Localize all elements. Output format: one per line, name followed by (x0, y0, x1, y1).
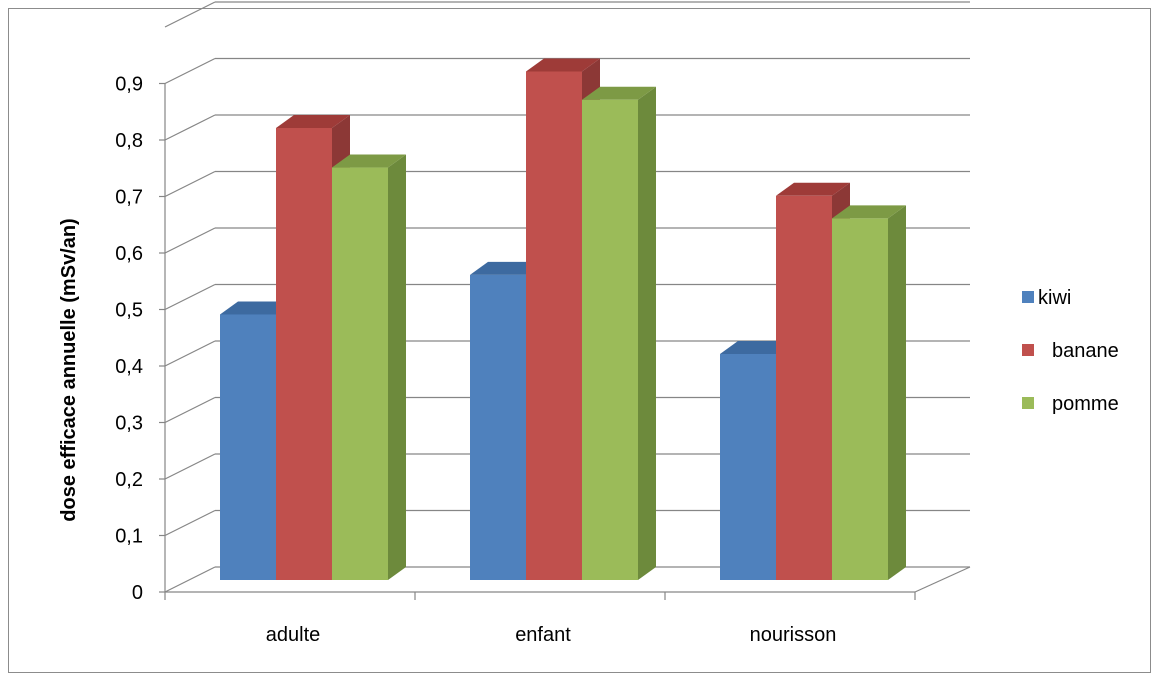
legend-label: banane (1052, 340, 1119, 362)
gridline-side (164, 396, 216, 424)
bar (720, 354, 776, 580)
bar-side (388, 154, 406, 581)
bar-top (720, 341, 794, 354)
gridline-side (164, 566, 216, 593)
y-tick-label: 0,4 (115, 356, 143, 378)
y-tick-label: 0,9 (115, 74, 143, 96)
gridline-side (164, 227, 216, 254)
x-tick-label: enfant (515, 624, 571, 646)
gridline-side (164, 57, 216, 85)
legend: kiwi banane pomme (1022, 287, 1119, 415)
x-tick-labels: adulte enfant nourisson (164, 592, 916, 646)
bars (220, 58, 906, 581)
bar-top (220, 301, 294, 315)
chart-walls (164, 83, 915, 593)
bar-top (776, 182, 850, 196)
bar-top (582, 86, 656, 100)
legend-label: kiwi (1038, 287, 1071, 309)
y-tick-labels: 0 0,1 0,2 0,3 0,4 0,5 0,6 0,7 0,8 0,9 (115, 74, 165, 604)
floor-edge (914, 566, 971, 593)
gridline-side (164, 453, 216, 480)
gridline-side (164, 114, 216, 141)
legend-swatch (1022, 291, 1034, 303)
y-axis-label: dose efficace annuelle (mSv/an) (58, 218, 80, 521)
y-tick-label: 0,3 (115, 413, 143, 435)
legend-label: pomme (1052, 393, 1119, 415)
bar-top (526, 58, 600, 72)
y-tick-label: 0,5 (115, 300, 143, 322)
bar-top (832, 205, 906, 219)
legend-swatch (1022, 344, 1034, 356)
gridline-side (164, 283, 216, 311)
legend-swatch (1022, 397, 1034, 409)
bar (220, 314, 276, 580)
y-tick-label: 0 (132, 582, 143, 604)
y-tick-label: 0,8 (115, 130, 143, 152)
bar (776, 195, 832, 581)
y-tick-label: 0,2 (115, 469, 143, 491)
x-tick-label: nourisson (750, 624, 837, 646)
bar-side (638, 86, 656, 580)
gridline-side (164, 1, 216, 28)
y-tick-label: 0,7 (115, 187, 143, 209)
bar (332, 167, 388, 581)
bar-top (332, 154, 406, 168)
gridline-side (164, 170, 216, 198)
y-tick-label: 0,1 (115, 526, 143, 548)
gridline-side (164, 509, 216, 537)
bar (582, 99, 638, 580)
bar-top (470, 261, 544, 275)
bar-side (888, 205, 906, 580)
bar (526, 71, 582, 580)
bar (276, 128, 332, 580)
x-tick-label: adulte (266, 624, 321, 646)
bar (470, 274, 526, 580)
bar (832, 218, 888, 580)
y-tick-label: 0,6 (115, 243, 143, 265)
bar-top (276, 115, 350, 128)
gridline-side (164, 340, 216, 367)
